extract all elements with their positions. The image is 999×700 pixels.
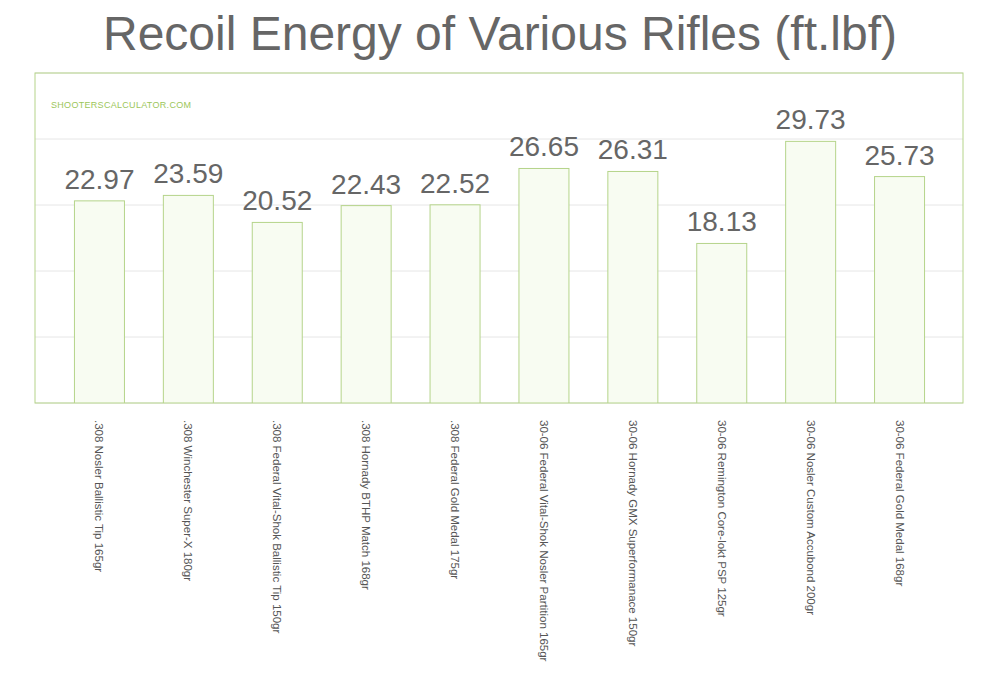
category-label: .308 Winchester Super-X 180gr (182, 420, 194, 581)
bar (608, 171, 658, 403)
bar (786, 141, 836, 403)
data-label: 25.73 (865, 140, 935, 171)
labels: 22.97 .308 Nosler Ballistic Tip 165gr 23.5… (64, 104, 934, 661)
bars (74, 141, 924, 403)
chart: Recoil Energy of Various Rifles (ft.lbf)… (0, 0, 999, 700)
category-label: 30-06 Federal Vital-Shok Nosler Partitio… (538, 420, 550, 662)
data-label: 22.52 (420, 168, 490, 199)
watermark: SHOOTERSCALCULATOR.COM (51, 100, 191, 110)
data-label: 23.59 (153, 158, 223, 189)
data-label: 26.65 (509, 131, 579, 162)
bar (252, 222, 302, 403)
bar (875, 177, 925, 403)
category-label: .308 Hornady BTHP Match 168gr (360, 420, 372, 590)
bar (697, 243, 747, 403)
category-label: 30-06 Federal Gold Medal 168gr (894, 420, 906, 586)
data-label: 26.31 (598, 134, 668, 165)
category-label: .308 Federal Vital-Shok Ballistic Tip 15… (271, 420, 283, 633)
data-label: 29.73 (776, 104, 846, 135)
category-label: .308 Federal Gold Medal 175gr (449, 420, 461, 579)
grid (35, 73, 963, 403)
grid-line (35, 139, 963, 140)
data-label: 20.52 (242, 185, 312, 216)
category-label: 30-06 Nosler Custom Accubond 200gr (805, 420, 817, 615)
plot-frame (35, 73, 963, 403)
bar (74, 201, 124, 403)
bar (519, 168, 569, 403)
bar (430, 205, 480, 403)
chart-container: Recoil Energy of Various Rifles (ft.lbf)… (0, 0, 999, 700)
data-label: 18.13 (687, 206, 757, 237)
title: Recoil Energy of Various Rifles (ft.lbf) (103, 7, 897, 60)
category-label: 30-06 Remington Core-lokt PSP 125gr (716, 420, 728, 617)
bar (341, 206, 391, 403)
data-label: 22.97 (64, 164, 134, 195)
data-label: 22.43 (331, 169, 401, 200)
category-label: .308 Nosler Ballistic Tip 165gr (93, 420, 105, 572)
bar (163, 195, 213, 403)
category-label: 30-06 Hornady GMX Superformanace 150gr (627, 420, 639, 646)
